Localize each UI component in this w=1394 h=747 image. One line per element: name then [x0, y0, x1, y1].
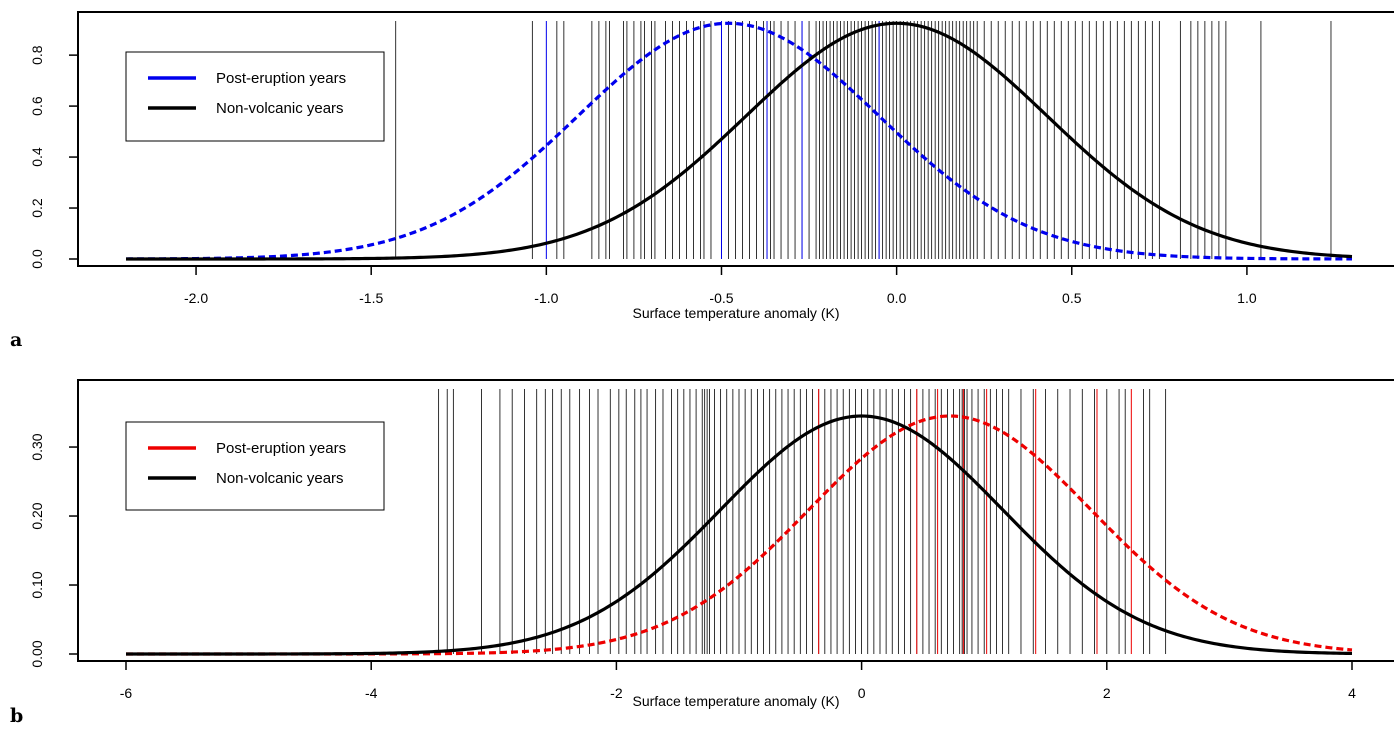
chart-panel-b: -6 -4 -2 0 2 4 Surface temperature anomaly (K)…: [29, 379, 1394, 709]
x-tick-label: 0.5: [1062, 290, 1082, 306]
x-tick-label: -2: [610, 685, 623, 701]
y-tick-label: 0.8: [29, 45, 45, 65]
series-line-post-eruption: [125, 21, 1353, 261]
legend-label: Non-volcanic years: [216, 470, 344, 487]
series-line-non-volcanic: [126, 414, 1353, 656]
x-axis: -6 -4 -2 0 2 4 Surface temperature anomaly (K): [120, 660, 1356, 709]
y-tick-label: 0.10: [29, 571, 45, 598]
panel-letter-b: b: [10, 705, 23, 727]
legend-label: Post-eruption years: [216, 70, 346, 87]
x-axis: -2.0 -1.5 -1.0 -0.5 0.0 0.5 1.0 Surface tempera…: [184, 265, 1257, 321]
legend: Post-eruption years Non-volcanic years: [125, 51, 385, 142]
legend-label: Post-eruption years: [216, 440, 346, 457]
y-axis: 0.0 0.2 0.4 0.6 0.8: [29, 45, 79, 269]
legend: Post-eruption years Non-volcanic years: [125, 421, 385, 511]
legend-box: [125, 421, 385, 511]
x-tick-label: -2.0: [184, 290, 208, 306]
legend-label: Non-volcanic years: [216, 100, 344, 117]
series-line-non-volcanic: [126, 21, 1353, 261]
y-tick-label: 0.00: [29, 640, 45, 667]
panel-letter-a: a: [10, 329, 22, 351]
x-axis-label: Surface temperature anomaly (K): [633, 305, 840, 321]
x-tick-label: -1.0: [534, 290, 558, 306]
x-axis-label: Surface temperature anomaly (K): [633, 693, 840, 709]
chart-panel-a: -2.0 -1.5 -1.0 -0.5 0.0 0.5 1.0 Surface tempera…: [29, 11, 1394, 321]
y-tick-label: 0.6: [29, 96, 45, 116]
x-tick-label: 0.0: [887, 290, 907, 306]
rug-group: [438, 389, 1167, 654]
y-tick-label: 0.0: [29, 249, 45, 269]
x-tick-label: 0: [858, 685, 866, 701]
x-tick-label: -4: [365, 685, 378, 701]
x-tick-label: 2: [1103, 685, 1111, 701]
x-tick-label: -0.5: [709, 290, 733, 306]
y-tick-label: 0.4: [29, 147, 45, 167]
y-tick-label: 0.20: [29, 502, 45, 529]
x-tick-label: -6: [120, 685, 133, 701]
y-tick-label: 0.2: [29, 198, 45, 218]
y-tick-label: 0.30: [29, 433, 45, 460]
legend-box: [125, 51, 385, 142]
y-axis: 0.00 0.10 0.20 0.30: [29, 433, 79, 668]
rug-group: [395, 21, 1332, 259]
x-tick-label: -1.5: [359, 290, 383, 306]
x-tick-label: 1.0: [1237, 290, 1257, 306]
x-tick-label: 4: [1348, 685, 1356, 701]
